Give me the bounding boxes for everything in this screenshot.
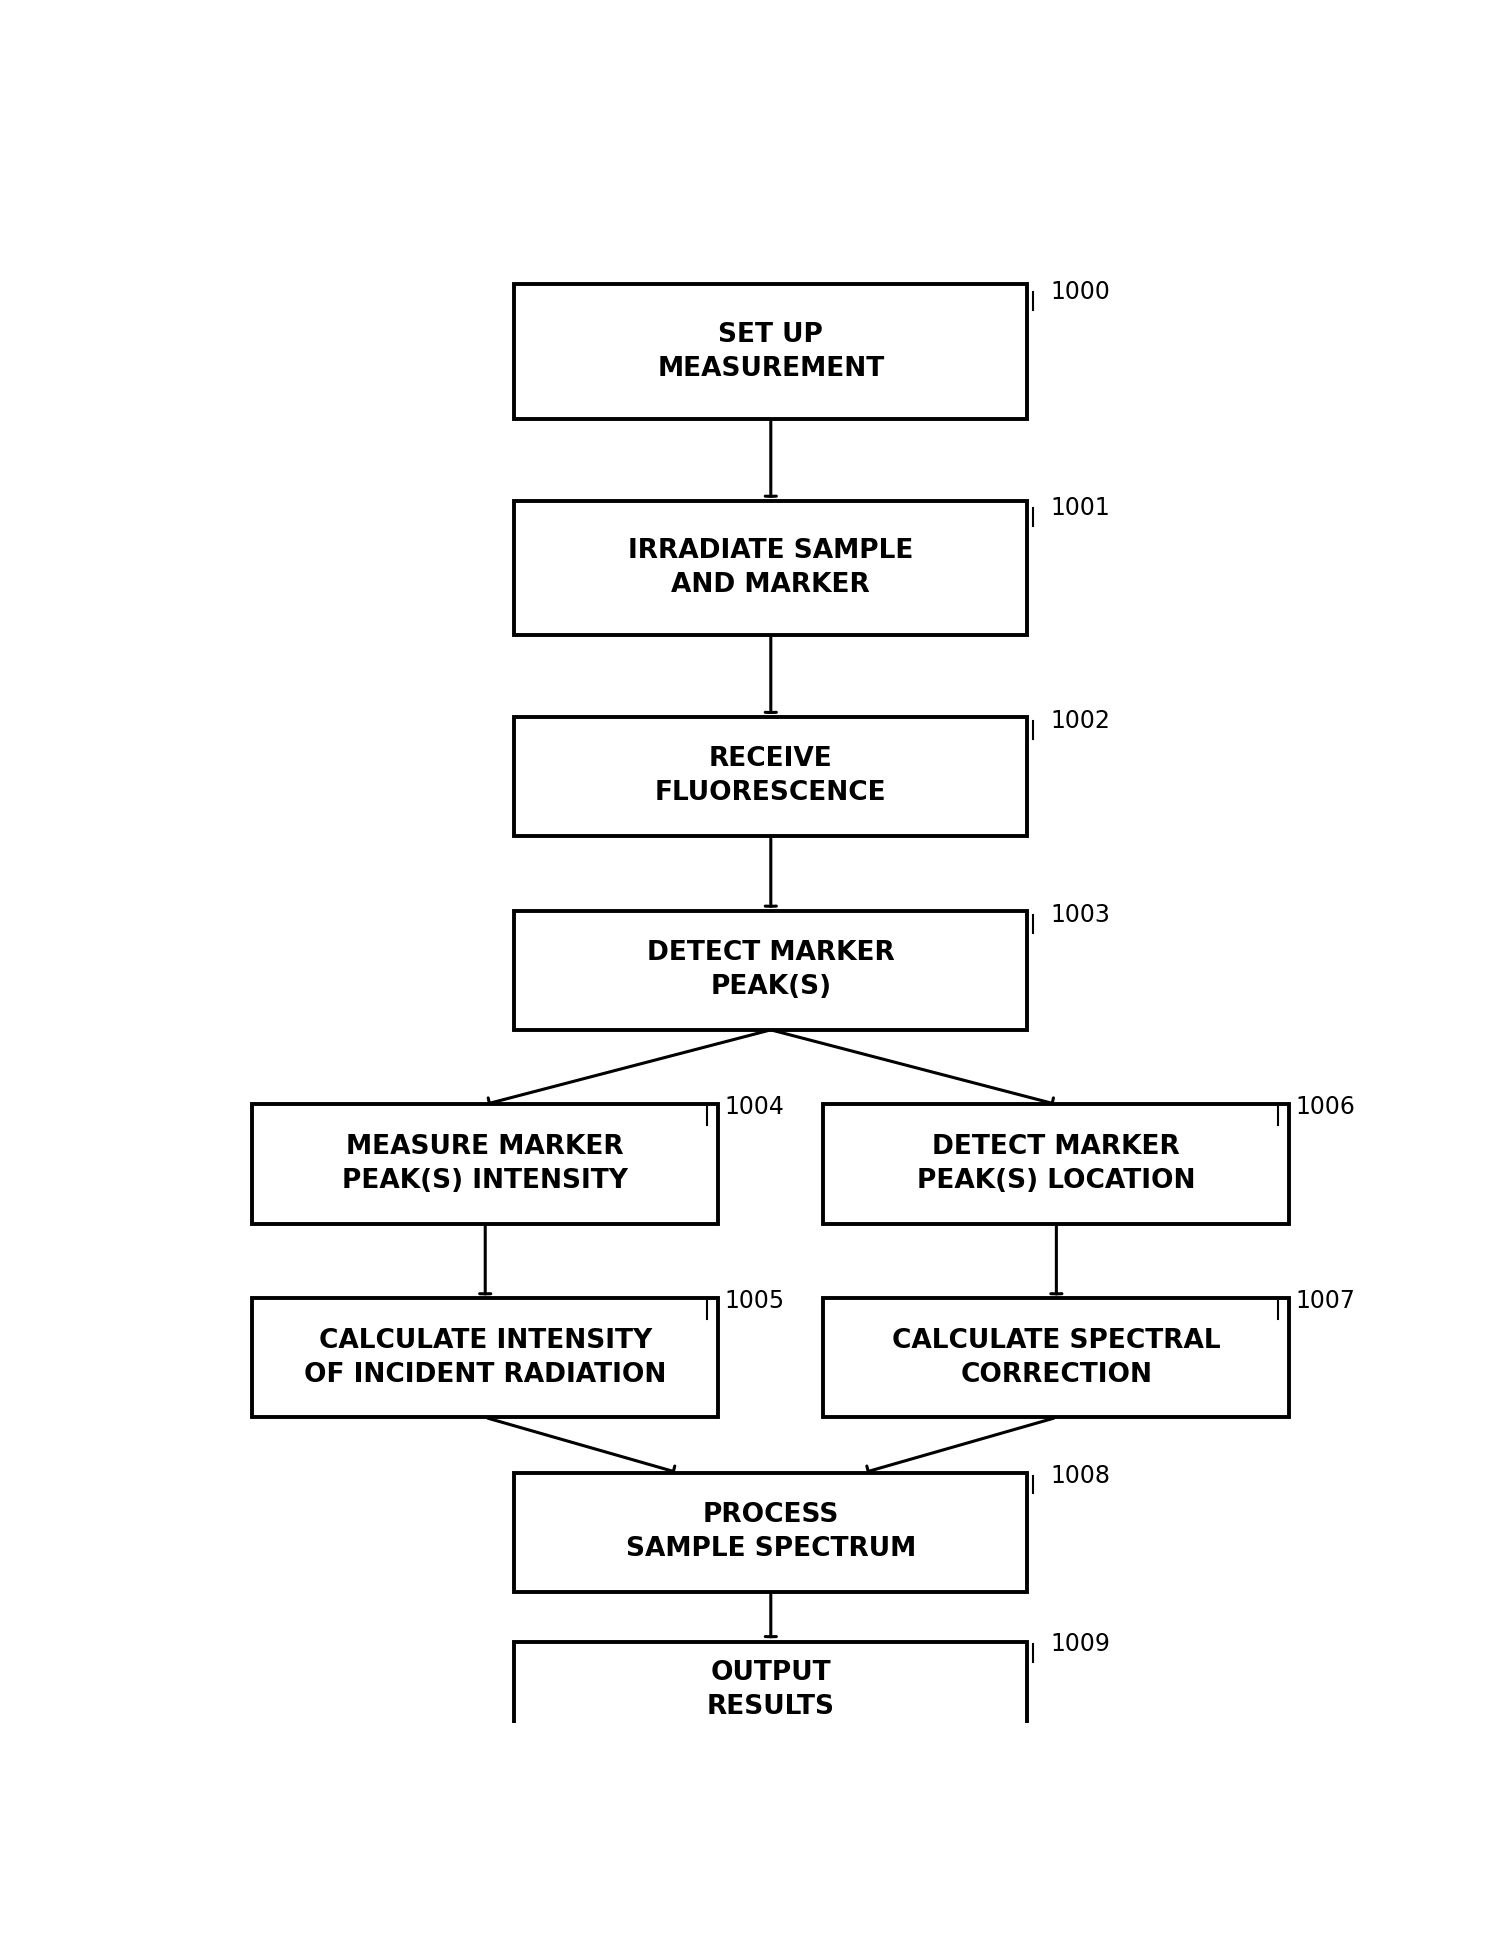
FancyBboxPatch shape: [823, 1104, 1289, 1224]
Text: RECEIVE
FLUORESCENCE: RECEIVE FLUORESCENCE: [654, 747, 887, 807]
Text: IRRADIATE SAMPLE
AND MARKER: IRRADIATE SAMPLE AND MARKER: [629, 538, 913, 598]
Text: MEASURE MARKER
PEAK(S) INTENSITY: MEASURE MARKER PEAK(S) INTENSITY: [343, 1134, 629, 1195]
Text: 1007: 1007: [1295, 1289, 1355, 1313]
FancyBboxPatch shape: [514, 1642, 1027, 1739]
Text: 1001: 1001: [1050, 496, 1110, 521]
Text: 1003: 1003: [1050, 902, 1110, 927]
Text: 1000: 1000: [1050, 281, 1110, 304]
Text: DETECT MARKER
PEAK(S) LOCATION: DETECT MARKER PEAK(S) LOCATION: [917, 1134, 1196, 1195]
FancyBboxPatch shape: [823, 1299, 1289, 1417]
Text: OUTPUT
RESULTS: OUTPUT RESULTS: [707, 1661, 835, 1721]
Text: 1005: 1005: [725, 1289, 784, 1313]
Text: CALCULATE INTENSITY
OF INCIDENT RADIATION: CALCULATE INTENSITY OF INCIDENT RADIATIO…: [304, 1328, 666, 1388]
Text: 1002: 1002: [1050, 709, 1110, 734]
Text: PROCESS
SAMPLE SPECTRUM: PROCESS SAMPLE SPECTRUM: [626, 1502, 916, 1562]
Text: CALCULATE SPECTRAL
CORRECTION: CALCULATE SPECTRAL CORRECTION: [892, 1328, 1221, 1388]
Text: 1006: 1006: [1295, 1096, 1355, 1119]
FancyBboxPatch shape: [514, 501, 1027, 635]
FancyBboxPatch shape: [253, 1104, 719, 1224]
Text: 1009: 1009: [1050, 1632, 1110, 1655]
Text: 1004: 1004: [725, 1096, 784, 1119]
FancyBboxPatch shape: [514, 910, 1027, 1030]
Text: 1008: 1008: [1050, 1464, 1110, 1487]
Text: DETECT MARKER
PEAK(S): DETECT MARKER PEAK(S): [647, 941, 895, 1001]
FancyBboxPatch shape: [253, 1299, 719, 1417]
FancyBboxPatch shape: [514, 1473, 1027, 1591]
FancyBboxPatch shape: [514, 716, 1027, 836]
Text: SET UP
MEASUREMENT: SET UP MEASUREMENT: [657, 321, 884, 381]
FancyBboxPatch shape: [514, 285, 1027, 418]
